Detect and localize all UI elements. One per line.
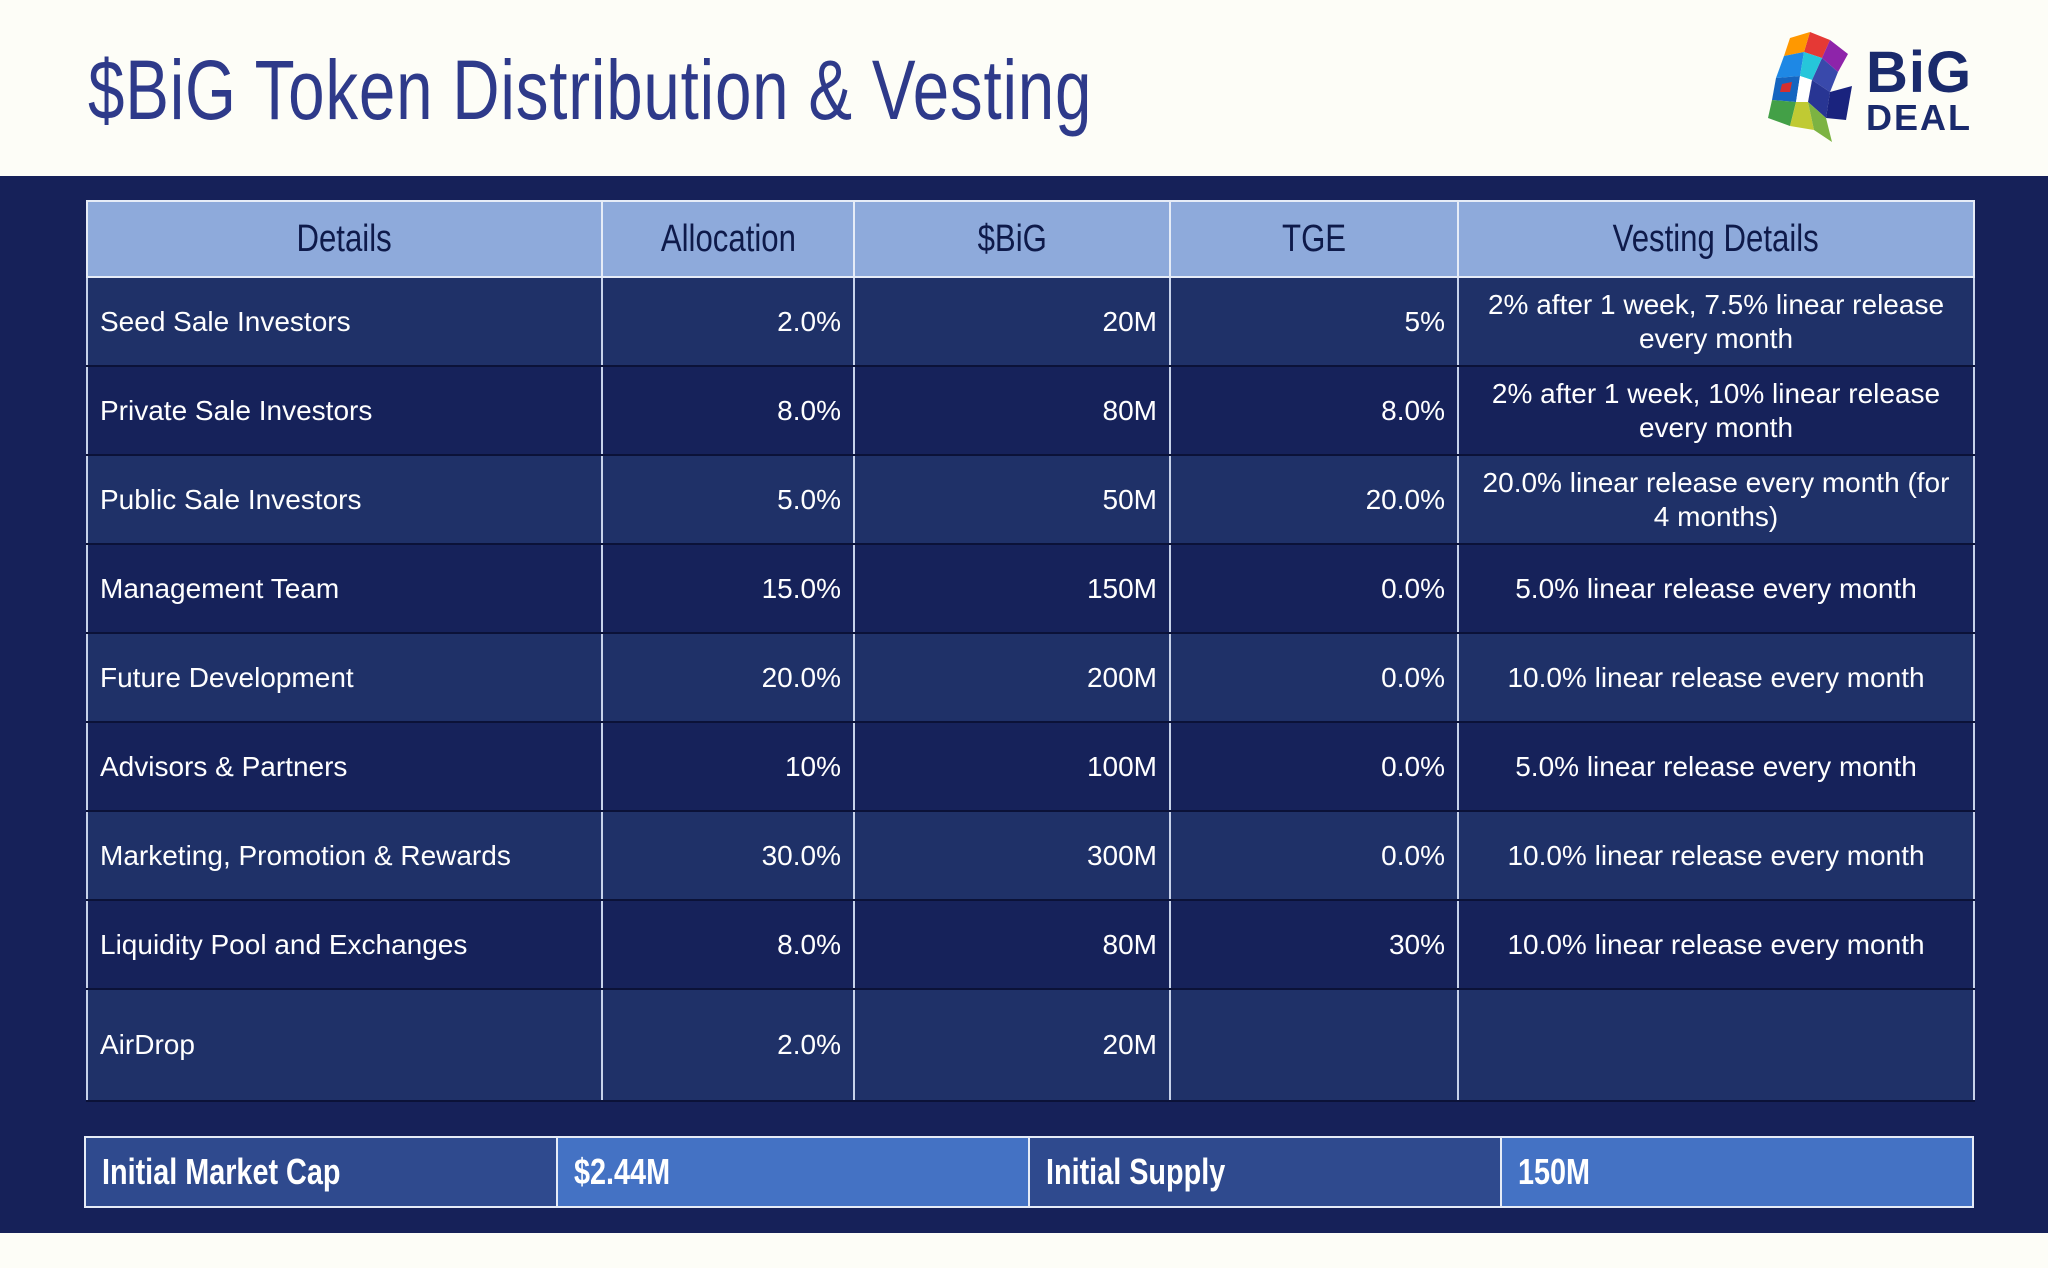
market-cap-value: $2.44M [558, 1138, 1030, 1206]
cell-details: Public Sale Investors [86, 454, 603, 545]
cell-tge: 0.0% [1169, 810, 1459, 901]
cell-tge: 0.0% [1169, 543, 1459, 634]
cell-tge: 5% [1169, 276, 1459, 367]
cell-tge: 0.0% [1169, 721, 1459, 812]
initial-supply-label: Initial Supply [1030, 1138, 1502, 1206]
cell-vesting: 5.0% linear release every month [1457, 543, 1975, 634]
table-row: AirDrop 2.0% 20M [86, 988, 1975, 1102]
cell-tge [1169, 988, 1459, 1102]
logo-text-big: BiG [1866, 40, 1973, 105]
cell-vesting: 10.0% linear release every month [1457, 899, 1975, 990]
col-header-vesting: Vesting Details [1457, 200, 1975, 278]
cell-tge: 20.0% [1169, 454, 1459, 545]
table-row: Marketing, Promotion & Rewards 30.0% 300… [86, 810, 1975, 901]
table-row: Advisors & Partners 10% 100M 0.0% 5.0% l… [86, 721, 1975, 812]
cell-tge: 30% [1169, 899, 1459, 990]
cell-details: Liquidity Pool and Exchanges [86, 899, 603, 990]
table-row: Future Development 20.0% 200M 0.0% 10.0%… [86, 632, 1975, 723]
table-row: Seed Sale Investors 2.0% 20M 5% 2% after… [86, 276, 1975, 367]
logo-text-deal: DEAL [1866, 97, 1972, 138]
page-title: $BiG Token Distribution & Vesting [88, 43, 1093, 137]
table-header-row: Details Allocation $BiG TGE Vesting Deta… [86, 200, 1975, 278]
cell-allocation: 8.0% [601, 899, 855, 990]
col-header-tge: TGE [1169, 200, 1459, 278]
cell-allocation: 10% [601, 721, 855, 812]
cell-allocation: 2.0% [601, 276, 855, 367]
cell-vesting: 5.0% linear release every month [1457, 721, 1975, 812]
cell-big: 100M [853, 721, 1171, 812]
cell-vesting: 10.0% linear release every month [1457, 632, 1975, 723]
table-row: Management Team 15.0% 150M 0.0% 5.0% lin… [86, 543, 1975, 634]
cell-vesting: 2% after 1 week, 10% linear release ever… [1457, 365, 1975, 456]
cell-big: 300M [853, 810, 1171, 901]
cell-details: AirDrop [86, 988, 603, 1102]
table-row: Liquidity Pool and Exchanges 8.0% 80M 30… [86, 899, 1975, 990]
col-header-allocation: Allocation [601, 200, 855, 278]
cell-allocation: 5.0% [601, 454, 855, 545]
cell-big: 80M [853, 365, 1171, 456]
cell-big: 200M [853, 632, 1171, 723]
cell-big: 80M [853, 899, 1171, 990]
cell-details: Private Sale Investors [86, 365, 603, 456]
cell-big: 20M [853, 276, 1171, 367]
distribution-table: Details Allocation $BiG TGE Vesting Deta… [86, 200, 1975, 1102]
cell-tge: 8.0% [1169, 365, 1459, 456]
col-header-big: $BiG [853, 200, 1171, 278]
header: $BiG Token Distribution & Vesting BiG DE… [0, 0, 2048, 176]
cell-allocation: 2.0% [601, 988, 855, 1102]
initial-supply-value: 150M [1502, 1138, 1972, 1206]
cell-details: Future Development [86, 632, 603, 723]
cell-tge: 0.0% [1169, 632, 1459, 723]
cell-big: 150M [853, 543, 1171, 634]
cell-vesting [1457, 988, 1975, 1102]
cell-allocation: 15.0% [601, 543, 855, 634]
big-deal-logo: BiG DEAL [1760, 30, 1973, 150]
cell-allocation: 8.0% [601, 365, 855, 456]
table-row: Private Sale Investors 8.0% 80M 8.0% 2% … [86, 365, 1975, 456]
cell-vesting: 2% after 1 week, 7.5% linear release eve… [1457, 276, 1975, 367]
cell-details: Seed Sale Investors [86, 276, 603, 367]
lion-logo-icon [1768, 32, 1852, 142]
market-cap-label: Initial Market Cap [86, 1138, 558, 1206]
cell-vesting: 10.0% linear release every month [1457, 810, 1975, 901]
cell-allocation: 20.0% [601, 632, 855, 723]
cell-vesting: 20.0% linear release every month (for 4 … [1457, 454, 1975, 545]
cell-big: 50M [853, 454, 1171, 545]
cell-details: Advisors & Partners [86, 721, 603, 812]
summary-bar: Initial Market Cap $2.44M Initial Supply… [84, 1136, 1974, 1208]
cell-details: Management Team [86, 543, 603, 634]
cell-allocation: 30.0% [601, 810, 855, 901]
cell-big: 20M [853, 988, 1171, 1102]
table-row: Public Sale Investors 5.0% 50M 20.0% 20.… [86, 454, 1975, 545]
col-header-details: Details [86, 200, 603, 278]
cell-details: Marketing, Promotion & Rewards [86, 810, 603, 901]
